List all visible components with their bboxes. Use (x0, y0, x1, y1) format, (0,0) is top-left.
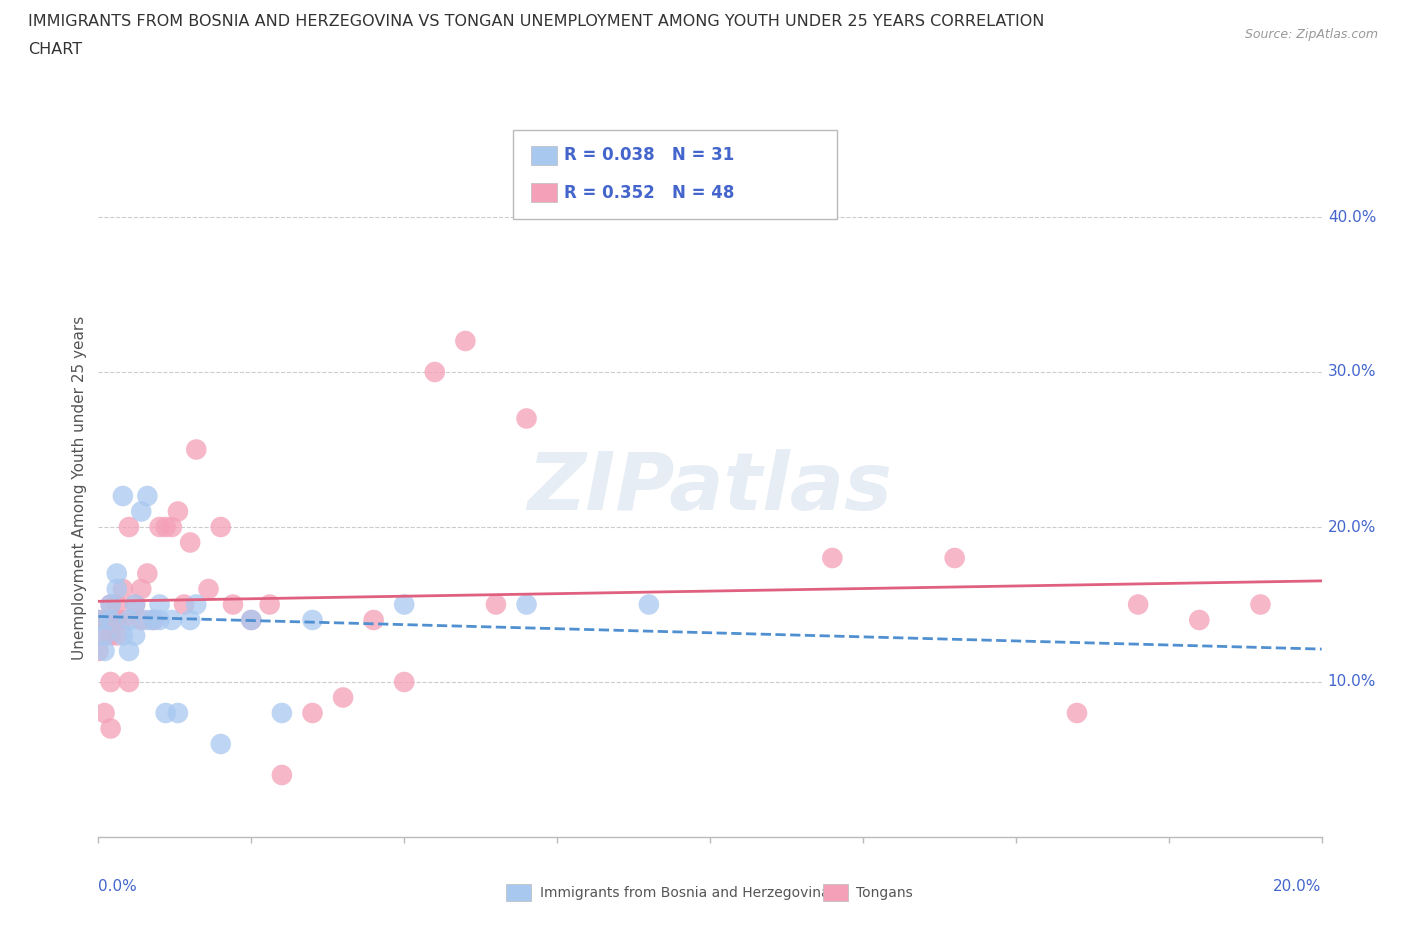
Point (142, 613, 165, 628)
Point (454, 334, 477, 349)
Point (149, 613, 172, 628)
Point (209, 737, 232, 751)
Point (105, 613, 128, 628)
Text: Tongans: Tongans (856, 885, 912, 900)
Point (100, 674, 122, 689)
Point (111, 628, 134, 643)
Point (186, 597, 208, 612)
Point (485, 597, 508, 612)
Text: 40.0%: 40.0% (1327, 209, 1376, 224)
Y-axis label: Unemployment Among Youth under 25 years: Unemployment Among Youth under 25 years (72, 316, 87, 660)
Point (100, 628, 122, 643)
Point (87, 613, 110, 628)
Point (301, 613, 323, 628)
Point (93, 628, 115, 643)
Point (111, 613, 134, 628)
Point (332, 690, 354, 705)
Point (129, 613, 152, 628)
Point (124, 597, 146, 612)
Point (516, 411, 538, 426)
Point (155, 706, 177, 721)
Point (118, 674, 141, 689)
Point (136, 566, 159, 581)
Point (136, 488, 159, 503)
Point (301, 706, 323, 721)
Point (111, 581, 134, 596)
Text: R = 0.038   N = 31: R = 0.038 N = 31 (564, 146, 734, 165)
Point (167, 706, 190, 721)
Point (209, 520, 232, 535)
Text: Source: ZipAtlas.com: Source: ZipAtlas.com (1244, 28, 1378, 41)
Text: 30.0%: 30.0% (1327, 365, 1376, 379)
Text: ZIPatlas: ZIPatlas (527, 449, 893, 527)
Point (173, 597, 195, 612)
Point (149, 520, 172, 535)
Point (124, 597, 146, 612)
Point (100, 597, 122, 612)
Text: Immigrants from Bosnia and Herzegovina: Immigrants from Bosnia and Herzegovina (540, 885, 830, 900)
Point (1249, 597, 1271, 612)
Point (129, 504, 152, 519)
Point (160, 613, 183, 628)
Point (155, 520, 177, 535)
Point (93, 613, 115, 628)
Text: 0.0%: 0.0% (98, 879, 138, 894)
Point (392, 674, 416, 689)
Point (111, 488, 134, 503)
Text: 20.0%: 20.0% (1274, 879, 1322, 894)
Point (118, 613, 141, 628)
Point (179, 535, 201, 550)
Point (1188, 613, 1211, 628)
Point (363, 613, 385, 628)
Point (93, 644, 115, 658)
Point (118, 644, 141, 658)
Point (100, 597, 122, 612)
Point (149, 597, 172, 612)
Point (87, 613, 110, 628)
Point (105, 581, 128, 596)
Point (105, 566, 128, 581)
Point (197, 581, 219, 596)
Point (100, 721, 122, 736)
Point (87, 644, 110, 658)
Point (821, 551, 844, 565)
Point (118, 520, 141, 535)
Text: 20.0%: 20.0% (1327, 520, 1376, 535)
Text: IMMIGRANTS FROM BOSNIA AND HERZEGOVINA VS TONGAN UNEMPLOYMENT AMONG YOUTH UNDER : IMMIGRANTS FROM BOSNIA AND HERZEGOVINA V… (28, 14, 1045, 29)
Text: 10.0%: 10.0% (1327, 674, 1376, 689)
Point (259, 597, 281, 612)
Point (1128, 597, 1150, 612)
Point (222, 597, 245, 612)
Point (1066, 706, 1088, 721)
Point (136, 613, 159, 628)
Point (270, 767, 292, 782)
Point (270, 706, 292, 721)
Point (516, 597, 538, 612)
Text: CHART: CHART (28, 42, 82, 57)
Point (167, 504, 190, 519)
Point (93, 706, 115, 721)
Point (186, 442, 208, 457)
Point (105, 628, 128, 643)
Text: R = 0.352   N = 48: R = 0.352 N = 48 (564, 183, 734, 202)
Point (943, 551, 966, 565)
Point (124, 628, 146, 643)
Point (105, 597, 128, 612)
Point (423, 365, 446, 379)
Point (240, 613, 263, 628)
Point (129, 581, 152, 596)
Point (179, 613, 201, 628)
Point (100, 613, 122, 628)
Point (142, 613, 165, 628)
Point (93, 628, 115, 643)
Point (160, 520, 183, 535)
Point (637, 597, 661, 612)
Point (392, 597, 416, 612)
Point (240, 613, 263, 628)
